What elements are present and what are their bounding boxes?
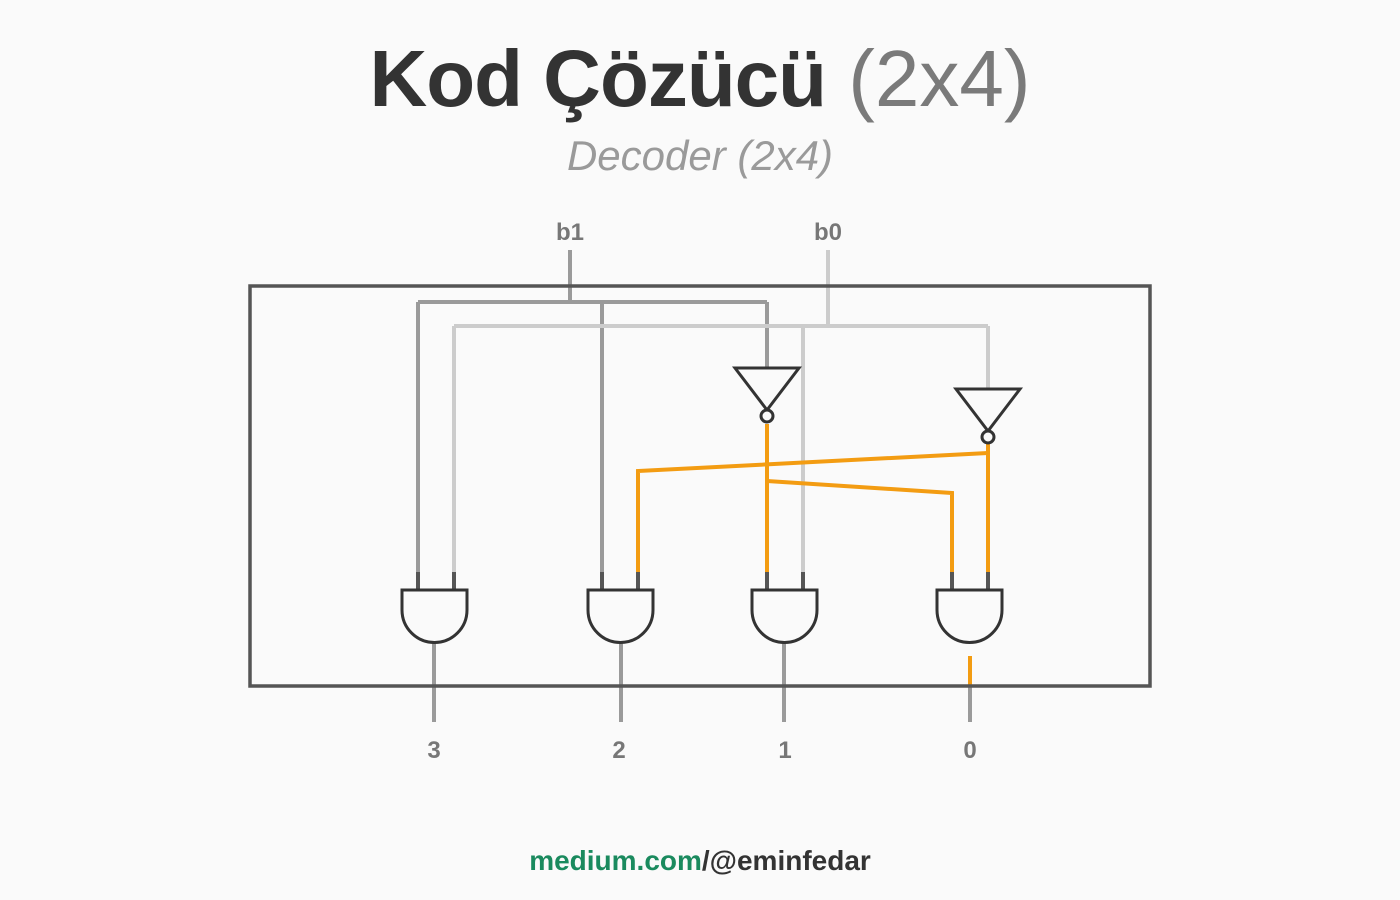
- page-title: Kod Çözücü (2x4): [0, 34, 1400, 124]
- output-label-1: 1: [778, 737, 791, 764]
- not-b1-to-gate-0: [766, 479, 954, 590]
- footer-site-link[interactable]: medium.com: [529, 845, 702, 876]
- gate-pins: [416, 572, 990, 590]
- b0-wires: [452, 250, 990, 590]
- output-label-2: 2: [612, 737, 625, 764]
- and-gate-1: [750, 588, 819, 644]
- title-suffix: (2x4): [848, 34, 1031, 123]
- decoder-box: [248, 284, 1152, 688]
- footer-credit: medium.com/@eminfedar: [0, 844, 1400, 878]
- not-gate-b1: [731, 366, 803, 424]
- not-gates: [731, 366, 1024, 445]
- input-label-b0: b0: [814, 219, 842, 246]
- input-label-b1: b1: [556, 219, 584, 246]
- and-gate-0: [935, 588, 1004, 644]
- output-label-0: 0: [963, 737, 976, 764]
- footer-separator: /: [701, 845, 710, 876]
- not-gate-b0: [952, 387, 1024, 445]
- and-gate-2: [586, 588, 655, 644]
- output-label-3: 3: [427, 737, 440, 764]
- b1-wires: [416, 250, 972, 722]
- page-subtitle: Decoder (2x4): [566, 132, 834, 179]
- and-gates: [400, 588, 1004, 644]
- title-main: Kod Çözücü: [369, 34, 827, 123]
- and-gate-3: [400, 588, 469, 644]
- inverted-wires: [636, 424, 990, 686]
- footer-handle[interactable]: @eminfedar: [709, 845, 871, 876]
- not-b0-to-gate-2: [636, 451, 989, 590]
